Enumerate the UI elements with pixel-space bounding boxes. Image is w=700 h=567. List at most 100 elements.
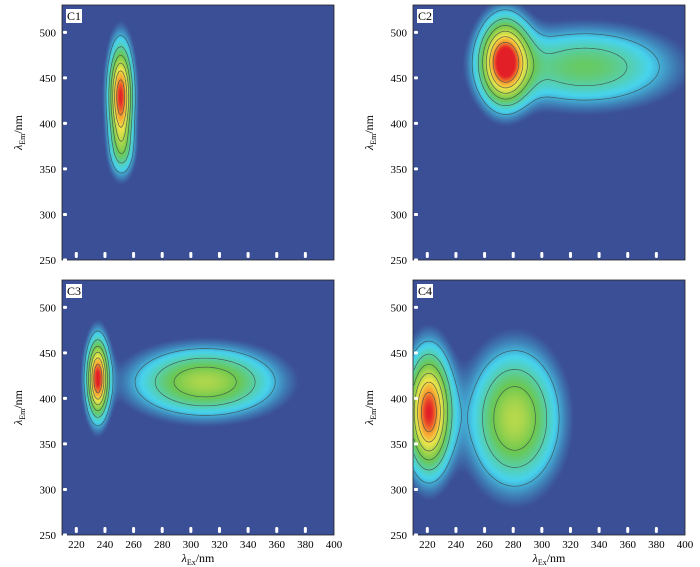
x-tick-label: 280 xyxy=(154,539,171,551)
x-tick-mark xyxy=(626,252,630,258)
y-tick-label: 500 xyxy=(40,27,57,39)
panel-tag-box xyxy=(417,9,433,23)
x-tick-mark xyxy=(132,252,136,258)
x-tick-mark xyxy=(654,252,658,258)
panel-c1: C1 250 300 350 400 450 500 λEm/nm xyxy=(11,4,335,267)
y-tick-mark xyxy=(414,212,418,216)
y-tick-label: 250 xyxy=(40,530,57,542)
y-tick-label: 300 xyxy=(40,209,57,221)
contour-line-1 xyxy=(105,35,136,174)
x-tick-mark xyxy=(568,252,572,258)
y-tick-label: 350 xyxy=(40,164,57,176)
x-tick-mark xyxy=(189,252,193,258)
contour-line-4 xyxy=(112,62,130,142)
x-tick-mark xyxy=(160,252,164,258)
y-tick-mark xyxy=(414,76,418,80)
plot-frame xyxy=(412,279,686,536)
y-tick-mark xyxy=(414,442,418,446)
y-tick-mark xyxy=(63,167,67,171)
y-axis-label: λEm/nm xyxy=(11,114,27,151)
y-tick-mark xyxy=(63,351,67,355)
x-tick-mark xyxy=(217,527,221,533)
y-axis-label: λEm/nm xyxy=(362,389,378,426)
y-tick-mark xyxy=(414,396,418,400)
contour-line-6 xyxy=(421,392,437,433)
x-tick-mark xyxy=(132,527,136,533)
y-tick-mark xyxy=(414,351,418,355)
x-tick-mark xyxy=(540,252,544,258)
x-tick-label: 320 xyxy=(562,539,579,551)
x-tick-label: 280 xyxy=(505,539,522,551)
x-tick-mark xyxy=(275,252,279,258)
contour-line-5 xyxy=(417,381,441,443)
y-tick-label: 300 xyxy=(391,484,408,496)
x-tick-mark xyxy=(626,527,630,533)
y-tick-label: 500 xyxy=(391,302,408,314)
y-tick-mark xyxy=(63,30,67,34)
x-tick-mark xyxy=(454,527,458,533)
plot-frame xyxy=(61,279,335,536)
x-tick-label: 260 xyxy=(125,539,142,551)
contour-line-3 xyxy=(110,54,131,154)
x-tick-mark xyxy=(160,527,164,533)
contour-line-1 xyxy=(83,330,276,427)
contour-line-2 xyxy=(477,18,628,107)
x-tick-label: 340 xyxy=(240,539,257,551)
y-tick-label: 500 xyxy=(40,302,57,314)
plot-frame xyxy=(412,4,686,261)
x-tick-label: 320 xyxy=(211,539,228,551)
x-tick-mark xyxy=(303,527,307,533)
y-tick-mark xyxy=(63,442,67,446)
x-tick-label: 260 xyxy=(476,539,493,551)
y-tick-label: 450 xyxy=(40,348,57,360)
y-axis-label: λEm/nm xyxy=(11,389,27,426)
x-tick-mark xyxy=(189,527,193,533)
panel-tag-label: C2 xyxy=(418,9,432,23)
contour-line-3 xyxy=(413,363,536,461)
x-tick-label: 380 xyxy=(648,539,665,551)
x-tick-mark xyxy=(511,527,515,533)
y-tick-label: 350 xyxy=(391,164,408,176)
y-tick-mark xyxy=(63,212,67,216)
x-tick-mark xyxy=(246,527,250,533)
panel-tag-label: C1 xyxy=(67,9,81,23)
panel-tag-box xyxy=(66,284,82,298)
y-tick-label: 300 xyxy=(391,209,408,221)
x-tick-label: 300 xyxy=(534,539,551,551)
y-tick-label: 300 xyxy=(40,484,57,496)
x-tick-mark xyxy=(597,527,601,533)
y-tick-mark xyxy=(414,258,418,262)
contour-line-1 xyxy=(471,9,660,115)
heatmap-surface xyxy=(413,280,685,535)
plot-frame xyxy=(61,4,335,261)
contour-line-6 xyxy=(93,363,103,394)
contour-line-2 xyxy=(86,339,256,418)
x-tick-label: 400 xyxy=(677,539,694,551)
y-tick-mark xyxy=(63,258,67,262)
contour-line-4 xyxy=(485,30,528,94)
heatmap-surface xyxy=(62,5,334,260)
contour-line-3 xyxy=(88,345,237,412)
contour-line-6 xyxy=(492,41,520,83)
x-tick-mark xyxy=(568,527,572,533)
x-tick-mark xyxy=(511,252,515,258)
x-tick-mark xyxy=(303,252,307,258)
x-tick-label: 400 xyxy=(326,539,343,551)
y-tick-mark xyxy=(414,121,418,125)
contour-line-2 xyxy=(108,46,133,164)
contour-line-4 xyxy=(89,351,107,406)
x-tick-mark xyxy=(540,527,544,533)
y-tick-label: 500 xyxy=(391,27,408,39)
x-tick-label: 380 xyxy=(297,539,314,551)
y-tick-label: 250 xyxy=(391,255,408,267)
x-tick-mark xyxy=(103,527,107,533)
x-tick-mark xyxy=(74,527,78,533)
panel-tag-label: C3 xyxy=(67,284,81,298)
x-tick-label: 340 xyxy=(591,539,608,551)
x-tick-mark xyxy=(425,252,429,258)
x-axis-label: λEx/nm xyxy=(532,551,566,567)
contour-line-1 xyxy=(413,340,560,487)
y-tick-mark xyxy=(414,533,418,537)
x-tick-label: 240 xyxy=(97,539,114,551)
